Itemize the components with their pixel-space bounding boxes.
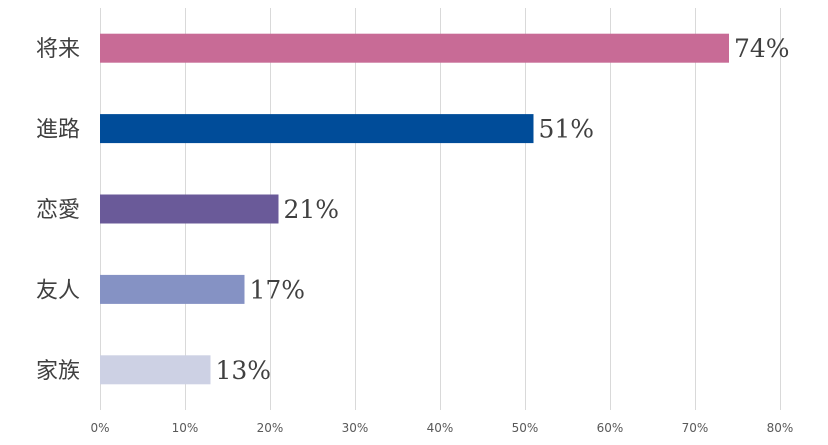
category-label: 将来 bbox=[36, 37, 80, 62]
x-tick-label: 10% bbox=[172, 421, 199, 435]
labels: 0% 10% 20% 30% 40% 50% 60% 70% 80% 将来 74% 進路 51% 恋愛 21… bbox=[36, 34, 793, 435]
bar-2 bbox=[100, 114, 534, 144]
x-tick-label: 60% bbox=[597, 421, 624, 435]
category-label: 家族 bbox=[36, 359, 80, 384]
x-tick-label: 30% bbox=[342, 421, 369, 435]
category-label: 進路 bbox=[36, 118, 80, 143]
bar-1 bbox=[100, 33, 729, 63]
value-label: 21% bbox=[284, 195, 340, 224]
gridlines bbox=[100, 8, 781, 410]
x-tick-label: 0% bbox=[90, 421, 109, 435]
bars bbox=[100, 33, 729, 385]
value-label: 74% bbox=[734, 34, 790, 63]
bar-5 bbox=[100, 355, 211, 385]
x-tick-label: 70% bbox=[682, 421, 709, 435]
value-label: 17% bbox=[250, 275, 306, 304]
bar-4 bbox=[100, 274, 245, 304]
value-label: 51% bbox=[539, 115, 595, 144]
category-label: 友人 bbox=[36, 278, 80, 303]
x-tick-label: 20% bbox=[257, 421, 284, 435]
x-tick-label: 40% bbox=[427, 421, 454, 435]
category-label: 恋愛 bbox=[36, 198, 80, 223]
bar-3 bbox=[100, 194, 279, 224]
x-tick-label: 80% bbox=[767, 421, 794, 435]
x-tick-label: 50% bbox=[512, 421, 539, 435]
value-label: 13% bbox=[216, 356, 272, 385]
